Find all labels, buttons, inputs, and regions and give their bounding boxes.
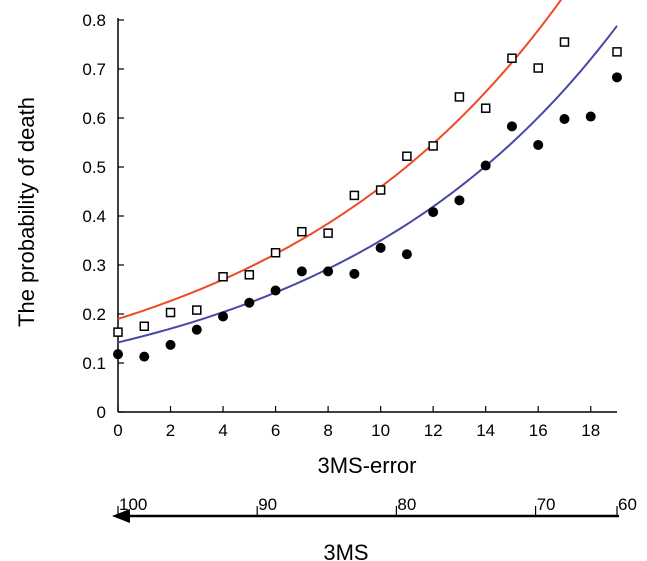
square-marker xyxy=(270,248,281,258)
fit-curve-2 xyxy=(117,25,618,344)
circle-marker xyxy=(428,207,439,218)
x-tick-label: 14 xyxy=(476,421,495,440)
square-marker xyxy=(349,190,360,201)
x-tick-label: 12 xyxy=(424,421,443,440)
square-marker xyxy=(113,327,123,337)
secondary-axis: 100 90 80 70 60 xyxy=(112,495,637,523)
arrow-left-icon xyxy=(112,509,130,523)
fit-curve-1 xyxy=(117,0,563,320)
circle-marker xyxy=(533,139,544,150)
data-points xyxy=(113,37,622,362)
secondary-tick-label: 70 xyxy=(537,495,556,514)
circle-marker xyxy=(323,266,334,277)
x-tick-label: 8 xyxy=(323,421,332,440)
circle-marker xyxy=(349,268,360,279)
square-marker xyxy=(533,63,543,73)
secondary-tick-label: 100 xyxy=(119,495,147,514)
square-marker xyxy=(428,141,438,151)
square-marker xyxy=(297,226,307,237)
square-marker xyxy=(507,53,517,63)
circle-marker xyxy=(244,297,255,308)
square-marker xyxy=(244,270,255,280)
secondary-tick-label: 90 xyxy=(258,495,277,514)
x-tick-label: 0 xyxy=(113,421,122,440)
circle-marker xyxy=(270,285,281,296)
y-tick-label: 0.2 xyxy=(82,305,106,324)
circle-marker xyxy=(454,195,465,206)
square-marker xyxy=(480,103,491,113)
square-marker xyxy=(139,321,150,331)
circle-marker xyxy=(113,349,123,360)
x-tick-label: 10 xyxy=(371,421,390,440)
square-marker xyxy=(612,47,622,57)
circle-marker xyxy=(165,339,176,350)
circle-marker xyxy=(612,72,622,83)
square-marker xyxy=(402,151,412,161)
y-tick-label: 0.6 xyxy=(82,109,106,128)
square-marker xyxy=(218,272,228,282)
y-tick-label: 0.3 xyxy=(82,256,106,275)
circle-marker xyxy=(296,266,307,277)
x-tick-label: 6 xyxy=(271,421,280,440)
secondary-axis-label: 3MS xyxy=(323,540,368,561)
secondary-tick-label: 60 xyxy=(618,495,637,514)
square-marker xyxy=(559,37,570,47)
secondary-tick-label: 80 xyxy=(397,495,416,514)
fit-curves xyxy=(117,0,618,344)
circle-marker xyxy=(375,242,386,253)
x-axis-label: 3MS-error xyxy=(317,453,416,478)
square-marker xyxy=(375,185,386,195)
circle-marker xyxy=(191,324,202,335)
y-tick-label: 0 xyxy=(97,403,106,422)
x-tick-label: 2 xyxy=(166,421,175,440)
circle-marker xyxy=(480,160,491,171)
circle-marker xyxy=(218,311,229,322)
circle-marker xyxy=(139,351,150,362)
square-marker xyxy=(192,305,202,315)
x-tick-label: 4 xyxy=(218,421,227,440)
square-marker xyxy=(454,92,465,102)
y-tick-label: 0.7 xyxy=(82,60,106,79)
circle-marker xyxy=(559,113,570,124)
x-tick-label: 18 xyxy=(581,421,600,440)
y-tick-label: 0.8 xyxy=(82,11,106,30)
y-axis-label: The probability of death xyxy=(14,97,39,327)
y-tick-label: 0.1 xyxy=(82,354,106,373)
circle-marker xyxy=(506,121,517,132)
axes: 0 0.1 0.2 0.3 0.4 0.5 0.6 0.7 0.8 0 2 4 6 8 10 12 14 16 18 xyxy=(82,11,617,440)
square-marker xyxy=(323,228,333,238)
y-tick-label: 0.5 xyxy=(82,158,106,177)
x-tick-label: 16 xyxy=(529,421,548,440)
circle-marker xyxy=(401,249,412,260)
circle-marker xyxy=(585,111,596,122)
square-marker xyxy=(165,307,176,318)
y-tick-label: 0.4 xyxy=(82,207,106,226)
